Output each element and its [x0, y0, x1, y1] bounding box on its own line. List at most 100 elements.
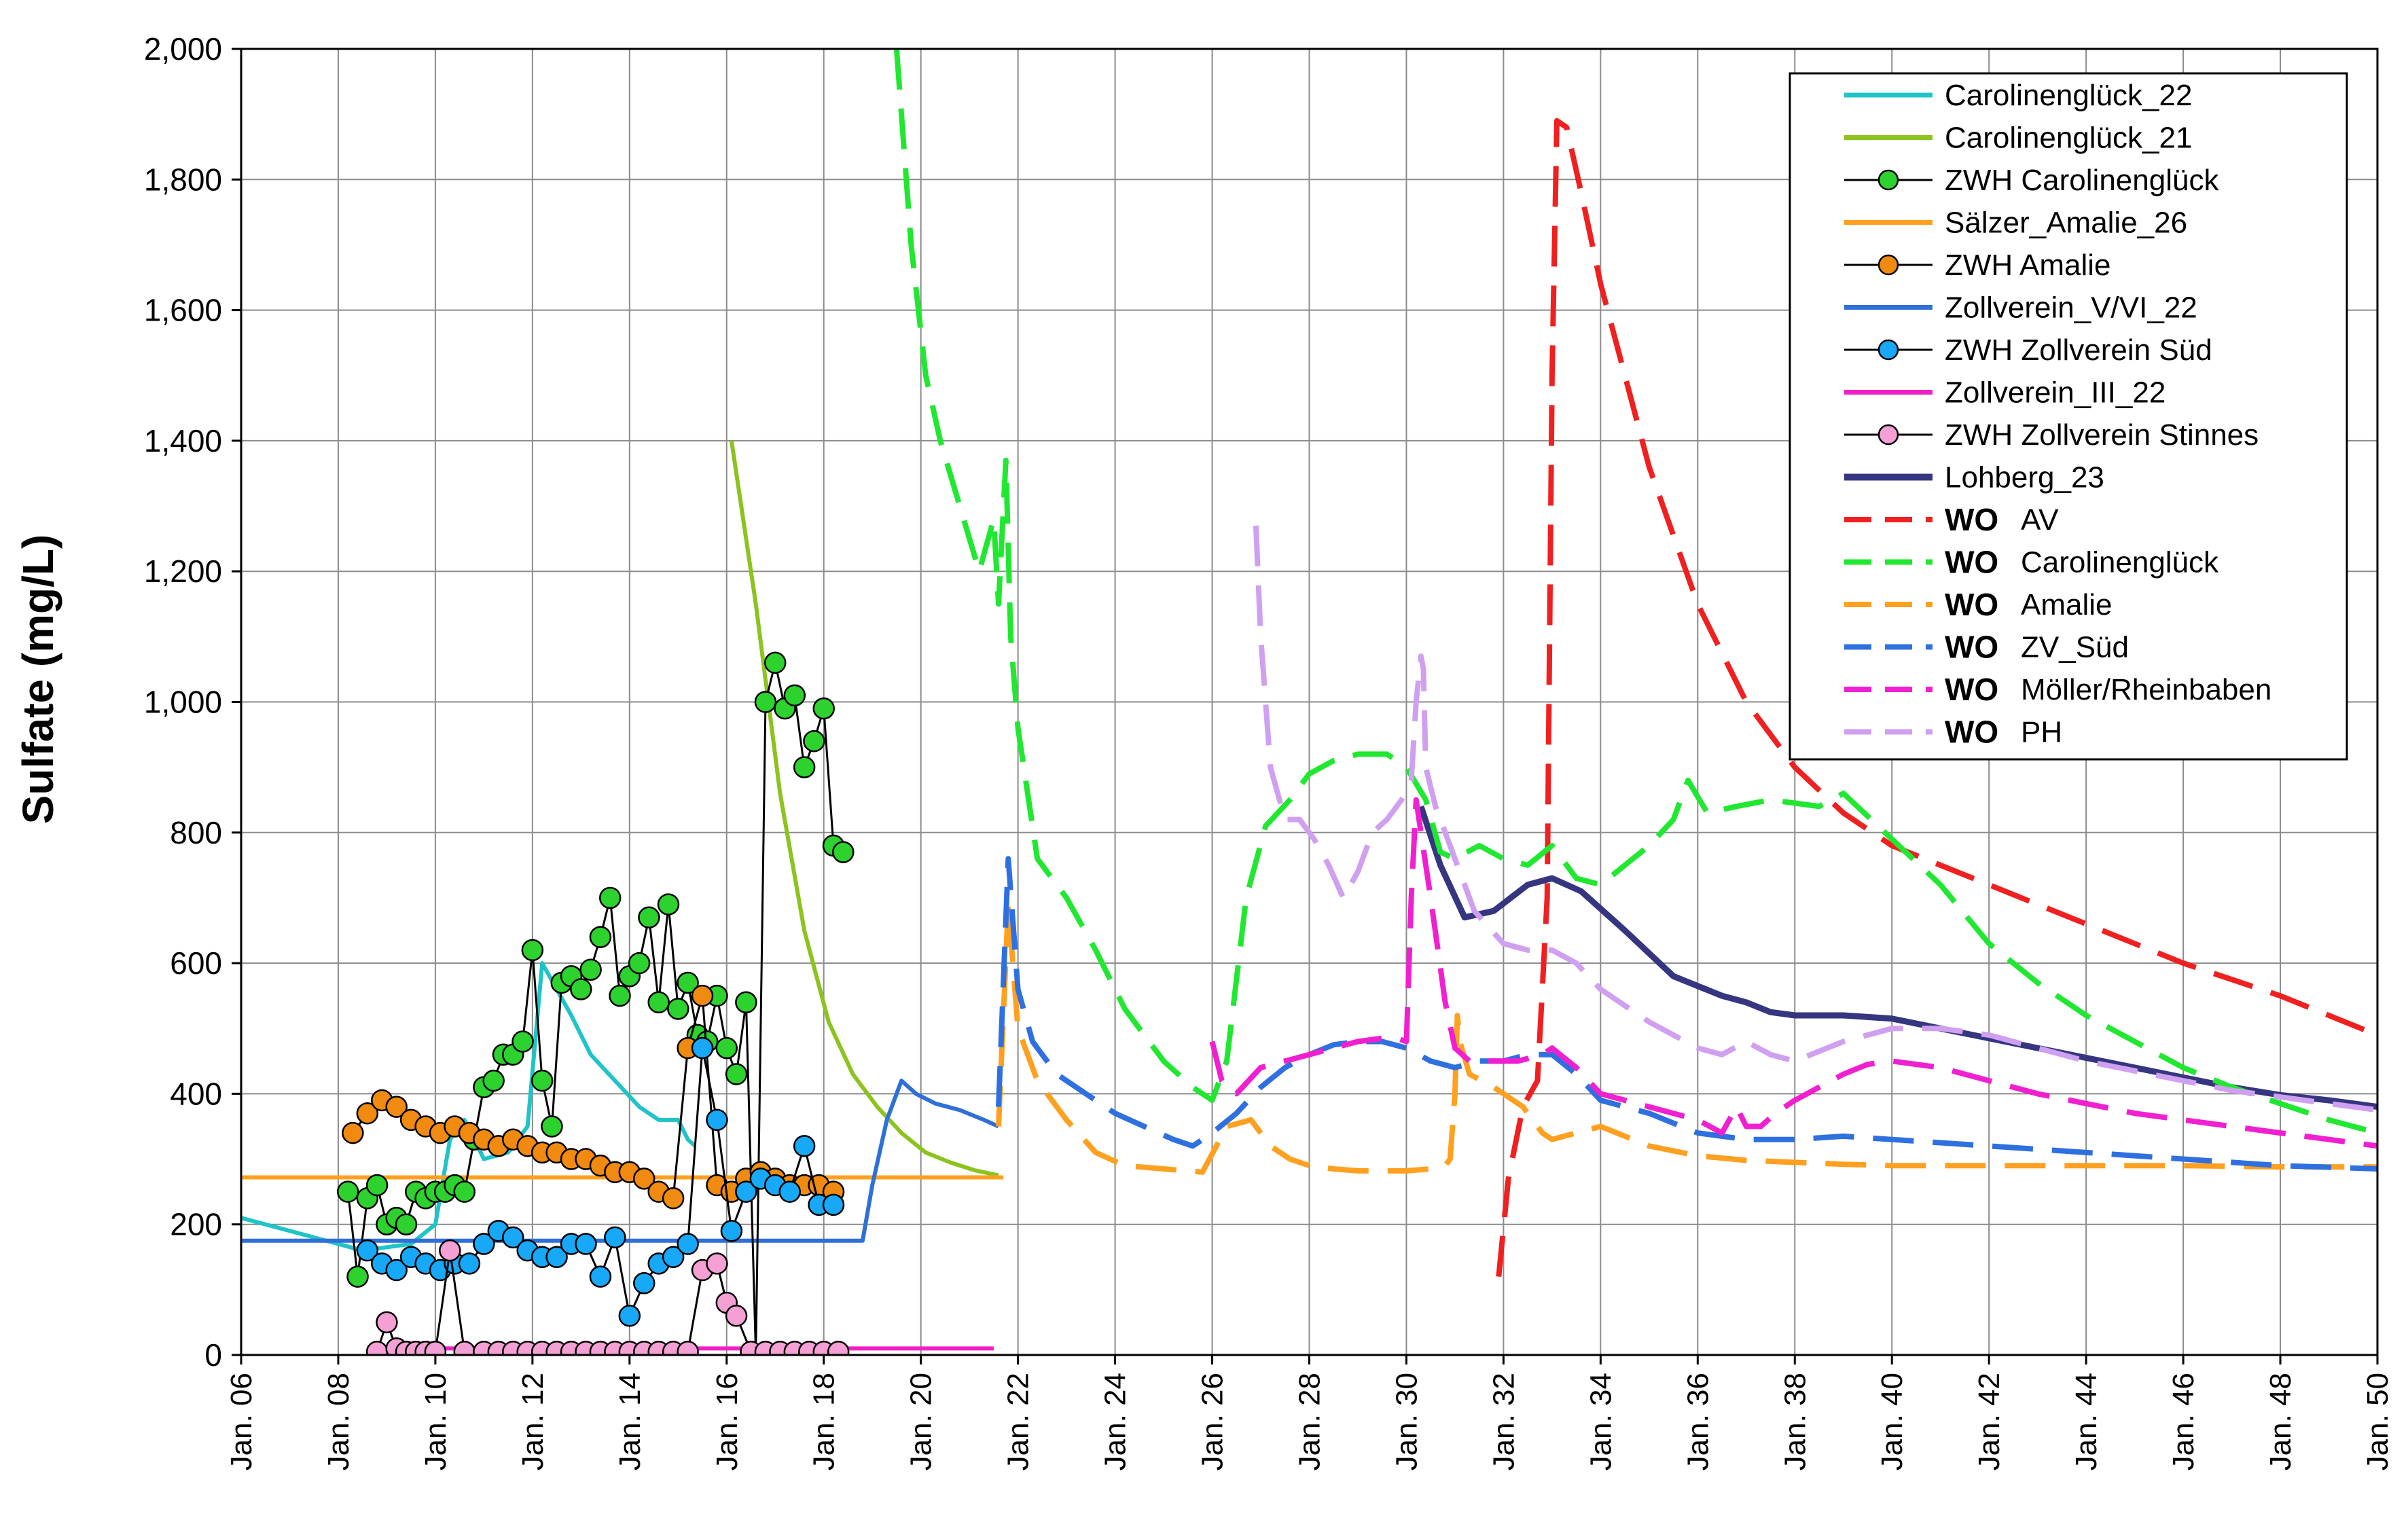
point-zwh-carolinengl-ck	[531, 1069, 554, 1092]
legend-marker	[1877, 424, 1899, 446]
legend-item: Zollverein_III_22	[1844, 376, 2166, 410]
point-zwh-amalie	[662, 1187, 685, 1210]
legend-label: ZWH Carolinenglück	[1945, 164, 2219, 197]
point-zwh-zollverein-s-d	[633, 1271, 655, 1295]
point-zwh-carolinengl-ck	[346, 1265, 369, 1288]
point-zwh-carolinengl-ck	[598, 886, 622, 909]
legend-label: Möller/Rheinbaben	[2021, 673, 2271, 706]
x-tick-label: Jan. 18	[808, 1373, 841, 1470]
series-zollverein-v-vi-22	[241, 1079, 1000, 1243]
point-zwh-zollverein-s-d	[662, 1246, 685, 1269]
point-zwh-zollverein-s-d	[545, 1246, 568, 1269]
point-zwh-zollverein-s-d	[822, 1193, 845, 1216]
legend-item: WO PH	[1844, 715, 2062, 750]
series-carolinengl-ck-21	[729, 440, 999, 1178]
point-zwh-zollverein-stinnes	[706, 1252, 728, 1275]
point-zwh-zollverein-s-d	[356, 1239, 379, 1262]
legend-item: Carolinenglück_21	[1844, 122, 2192, 155]
point-zwh-zollverein-stinnes	[376, 1311, 398, 1334]
x-tick-label: Jan. 26	[1196, 1373, 1229, 1470]
point-zwh-zollverein-s-d	[778, 1180, 801, 1203]
x-tick-label: Jan. 50	[2361, 1373, 2394, 1470]
point-zwh-zollverein-s-d	[691, 1036, 714, 1060]
y-axis-label: Sulfate (mg/L)	[14, 535, 62, 825]
point-zwh-carolinengl-ck	[657, 893, 680, 916]
point-zwh-amalie	[633, 1168, 655, 1190]
point-zwh-carolinengl-ck	[570, 978, 592, 1000]
legend-item: ZWH Amalie	[1844, 249, 2110, 282]
point-zwh-carolinengl-ck	[803, 729, 825, 753]
x-tick-label: Jan. 08	[322, 1373, 355, 1470]
point-zwh-zollverein-stinnes	[453, 1340, 476, 1355]
point-zwh-zollverein-s-d	[589, 1265, 612, 1288]
point-zwh-zollverein-s-d	[735, 1180, 757, 1203]
y-tick-label: 600	[170, 945, 222, 981]
legend-item: Sälzer_Amalie_26	[1844, 206, 2187, 240]
legend-label: Sälzer_Amalie_26	[1945, 206, 2187, 240]
point-zwh-zollverein-s-d	[458, 1252, 481, 1275]
y-tick-label: 1,400	[144, 423, 222, 458]
legend-marker	[1877, 254, 1899, 276]
point-zwh-carolinengl-ck	[365, 1174, 389, 1197]
x-tick-label: Jan. 20	[905, 1373, 938, 1470]
y-tick-label: 2,000	[144, 31, 222, 67]
point-zwh-zollverein-s-d	[793, 1135, 816, 1157]
x-tick-label: Jan. 30	[1390, 1373, 1423, 1470]
point-zwh-zollverein-s-d	[604, 1226, 626, 1249]
legend-label: ZWH Zollverein Süd	[1945, 333, 2212, 367]
point-zwh-carolinengl-ck	[754, 691, 777, 713]
point-zwh-carolinengl-ck	[337, 1180, 359, 1203]
legend-label: ZV_Süd	[2021, 631, 2129, 664]
legend-label: Carolinenglück_22	[1945, 79, 2192, 112]
legend-label: Amalie	[2021, 588, 2113, 621]
y-tick-label: 400	[170, 1076, 222, 1111]
y-tick-label: 1,000	[144, 685, 222, 720]
point-zwh-amalie	[691, 984, 714, 1007]
point-zwh-zollverein-s-d	[502, 1226, 524, 1249]
point-zwh-carolinengl-ck	[609, 984, 631, 1007]
legend-item: ZWH Zollverein Stinnes	[1844, 418, 2259, 452]
legend-marker	[1877, 169, 1899, 191]
point-zwh-carolinengl-ck	[793, 756, 816, 778]
point-zwh-carolinengl-ck	[482, 1069, 505, 1092]
legend-item: WO AV	[1844, 502, 2059, 537]
point-zwh-carolinengl-ck	[677, 971, 699, 994]
series-wo-ph	[1253, 525, 2377, 1113]
legend: Carolinenglück_22 Carolinenglück_21 ZWH Ca…	[1789, 72, 2348, 761]
point-zwh-carolinengl-ck	[725, 1063, 748, 1085]
x-tick-label: Jan. 06	[225, 1373, 258, 1470]
series-wo-m-ller-rheinbaben	[1209, 797, 2377, 1149]
point-zwh-zollverein-stinnes	[725, 1305, 748, 1327]
legend-label: ZWH Amalie	[1945, 249, 2110, 282]
legend-item: ZWH Zollverein Süd	[1844, 333, 2212, 367]
point-zwh-carolinengl-ck	[735, 991, 757, 1014]
legend-wo-label: WO	[1945, 630, 1998, 665]
point-zwh-carolinengl-ck	[511, 1030, 534, 1053]
x-tick-label: Jan. 32	[1487, 1373, 1520, 1470]
y-tick-label: 1,200	[144, 554, 222, 589]
legend-item: ZWH Carolinenglück	[1844, 164, 2219, 197]
x-tick-label: Jan. 12	[516, 1373, 550, 1470]
x-tick-label: Jan. 34	[1584, 1373, 1617, 1470]
point-zwh-carolinengl-ck	[812, 697, 835, 720]
legend-label: Zollverein_III_22	[1945, 376, 2166, 410]
point-zwh-amalie	[356, 1102, 379, 1125]
legend-label: AV	[2021, 503, 2059, 537]
point-zwh-zollverein-stinnes	[439, 1239, 461, 1262]
legend-item: Zollverein_V/VI_22	[1844, 291, 2197, 325]
point-zwh-carolinengl-ck	[628, 952, 651, 975]
legend-item: WO Möller/Rheinbaben	[1844, 672, 2271, 707]
point-zwh-zollverein-stinnes	[827, 1340, 850, 1355]
y-tick-label: 1,800	[144, 162, 222, 197]
legend-label: Lohberg_23	[1945, 461, 2104, 494]
series-layer	[241, 49, 2377, 1355]
x-tick-label: Jan. 46	[2167, 1373, 2200, 1470]
point-zwh-zollverein-s-d	[720, 1220, 743, 1242]
point-zwh-zollverein-s-d	[473, 1233, 495, 1255]
x-tick-label: Jan. 44	[2070, 1373, 2103, 1470]
series-wo-zv-s-d	[996, 856, 2377, 1172]
point-zwh-zollverein-s-d	[677, 1233, 699, 1255]
y-tick-label: 0	[204, 1337, 222, 1373]
